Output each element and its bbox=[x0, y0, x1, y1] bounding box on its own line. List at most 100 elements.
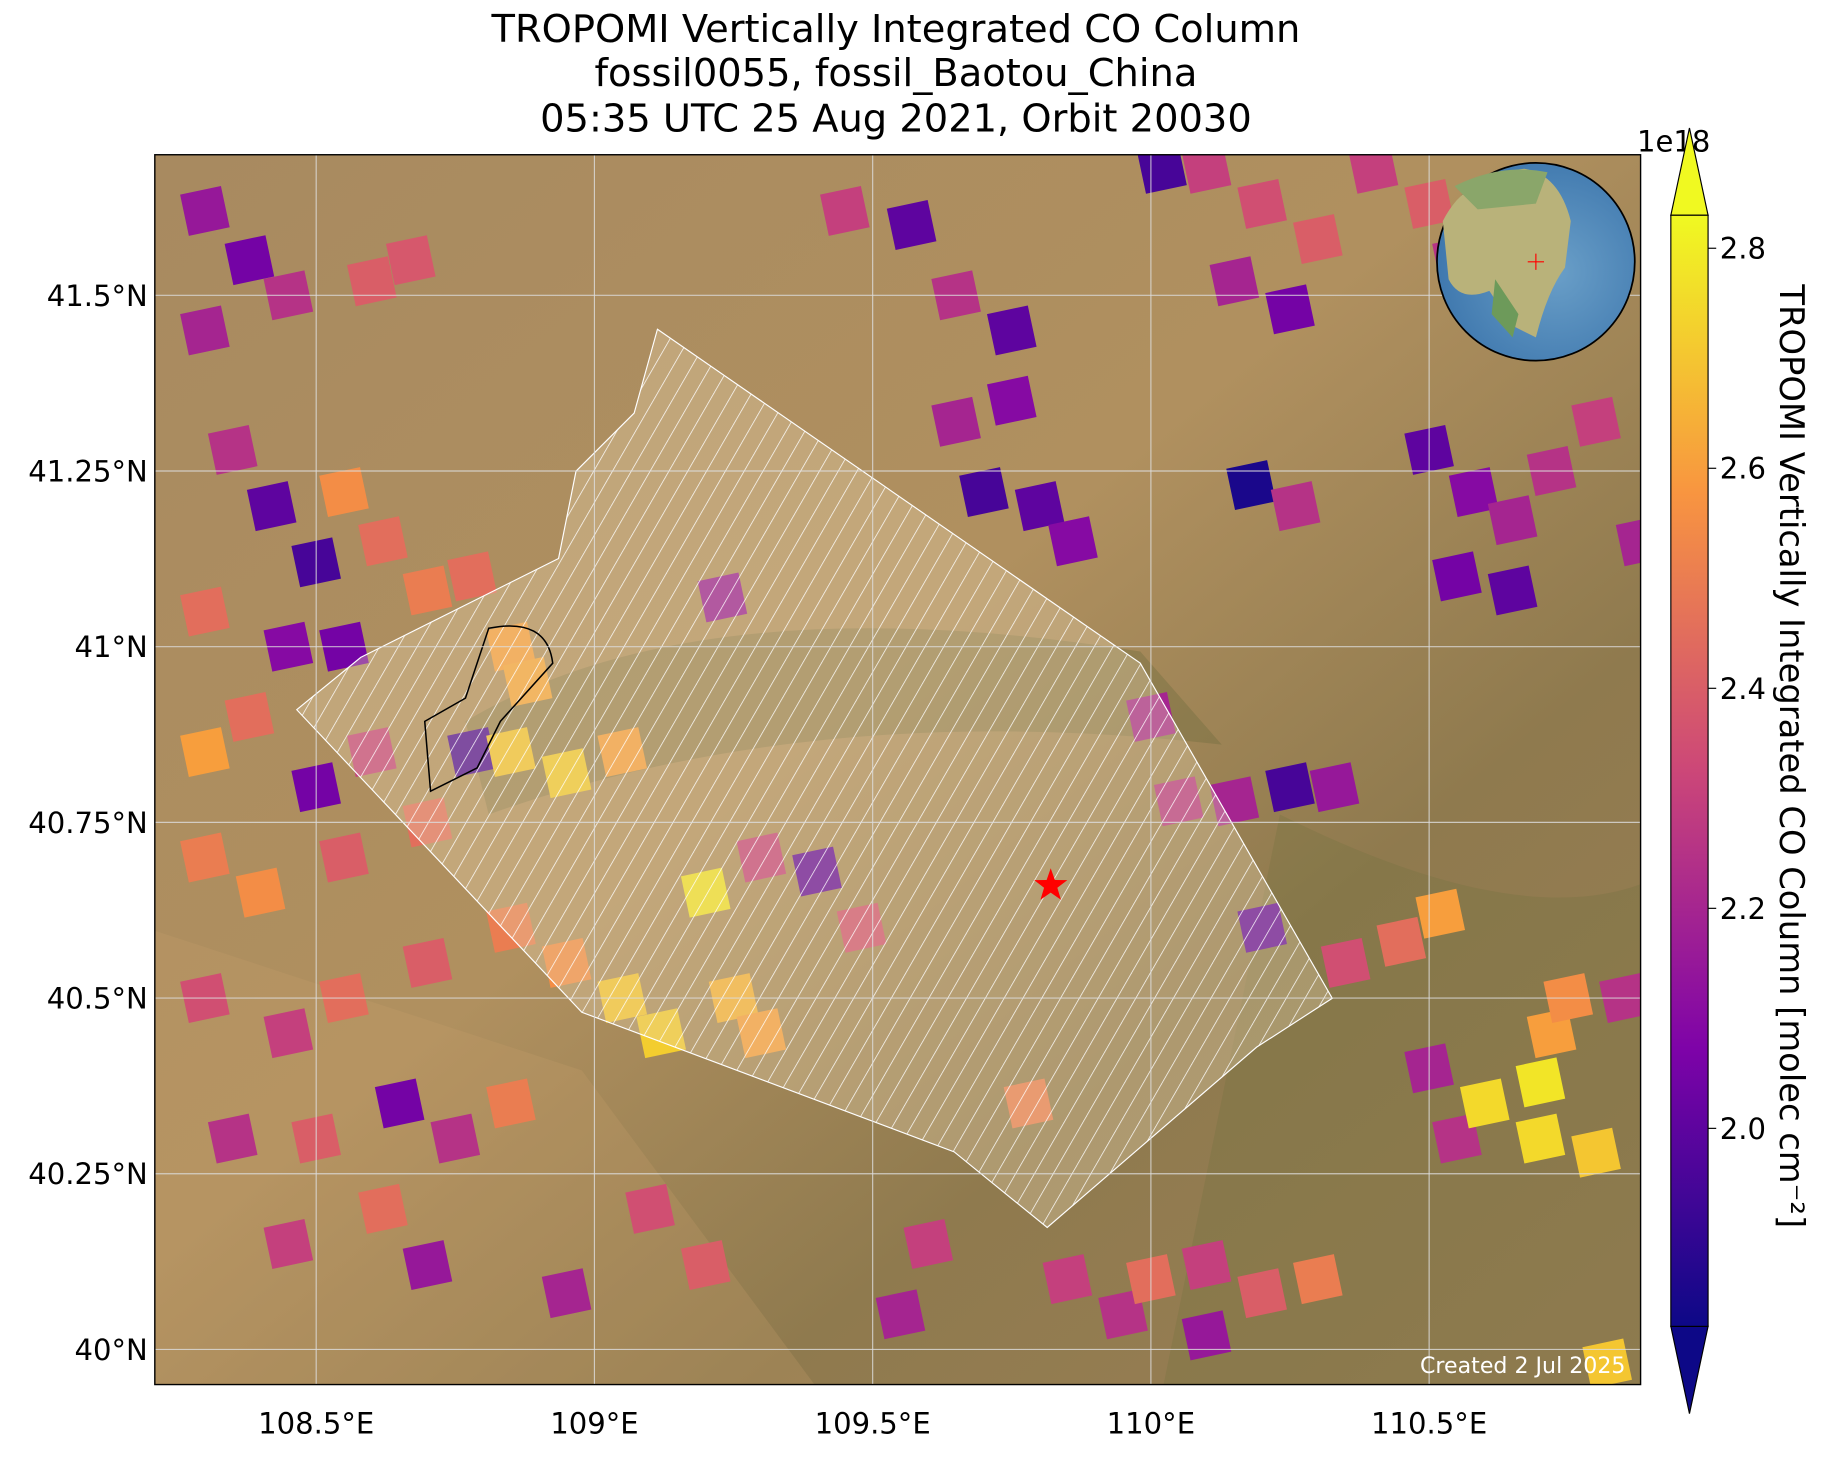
x-tick-label: 109.5°E bbox=[815, 1406, 931, 1440]
co-pixel bbox=[180, 832, 230, 883]
co-pixel bbox=[1309, 762, 1360, 813]
colorbar-tick-label: 2.8 bbox=[1720, 232, 1766, 266]
colorbar-tick-label: 2.0 bbox=[1720, 1112, 1766, 1146]
colorbar-extend bbox=[1670, 1325, 1709, 1414]
co-pixel bbox=[1348, 154, 1399, 194]
co-pixel bbox=[1459, 1078, 1510, 1129]
land bbox=[1442, 168, 1571, 338]
globe-marker bbox=[1527, 253, 1545, 270]
land bbox=[1454, 169, 1548, 210]
terrain bbox=[154, 930, 815, 1385]
co-pixel bbox=[1048, 516, 1098, 567]
co-pixel bbox=[1265, 762, 1315, 813]
title-line: TROPOMI Vertically Integrated CO Column bbox=[491, 7, 1301, 52]
co-pixel bbox=[402, 937, 453, 988]
co-pixel bbox=[1582, 1338, 1632, 1385]
co-pixel bbox=[680, 1240, 731, 1291]
co-pixel bbox=[1487, 565, 1538, 616]
co-pixel bbox=[347, 256, 397, 307]
co-pixel bbox=[1293, 214, 1343, 265]
title: TROPOMI Vertically Integrated CO Column … bbox=[491, 7, 1301, 142]
x-tick-label: 110°E bbox=[1107, 1406, 1195, 1440]
co-pixel bbox=[1237, 1268, 1287, 1319]
x-tick-label: 108.5°E bbox=[258, 1406, 374, 1440]
colorbar-tick-label: 2.2 bbox=[1720, 892, 1766, 926]
colorbar: 1e18 TROPOMI Vertically Integrated CO Co… bbox=[1637, 124, 1811, 1414]
co-pixel bbox=[1515, 1113, 1566, 1164]
y-tick-label: 41.5°N bbox=[47, 279, 148, 313]
co-pixel bbox=[1487, 495, 1538, 546]
co-pixel bbox=[430, 1113, 481, 1164]
co-pixel bbox=[1320, 937, 1371, 988]
co-pixel bbox=[235, 867, 286, 918]
co-pixel bbox=[1515, 1057, 1566, 1108]
co-pixel bbox=[1571, 1127, 1621, 1178]
co-pixel bbox=[1226, 460, 1276, 510]
co-pixel bbox=[486, 1078, 536, 1129]
co-pixel bbox=[180, 186, 230, 236]
co-pixel bbox=[1293, 1254, 1343, 1305]
co-pixel bbox=[447, 551, 497, 602]
y-tick-label: 40.25°N bbox=[28, 1157, 148, 1191]
co-pixel bbox=[886, 200, 937, 250]
title-line: 05:35 UTC 25 Aug 2021, Orbit 20030 bbox=[540, 96, 1252, 141]
site-marker bbox=[1034, 868, 1068, 900]
co-pixel bbox=[1181, 1240, 1232, 1291]
colorbar-label: TROPOMI Vertically Integrated CO Column … bbox=[1772, 283, 1811, 1228]
co-pixel bbox=[180, 305, 230, 356]
co-pixel bbox=[374, 1078, 425, 1129]
co-pixel bbox=[180, 586, 230, 637]
credits: Created 2 Jul 2025 Source: NASA/JPL-Calt… bbox=[1343, 1353, 1625, 1385]
co-pixel bbox=[1137, 154, 1187, 194]
co-pixel bbox=[931, 396, 981, 447]
credit: Created 2 Jul 2025 bbox=[1420, 1353, 1625, 1379]
co-pixel bbox=[1209, 256, 1260, 307]
y-tick-label: 40°N bbox=[75, 1333, 148, 1367]
co-pixel bbox=[1432, 551, 1482, 602]
co-pixel bbox=[263, 1219, 314, 1269]
land bbox=[1491, 279, 1519, 338]
globe-inset bbox=[1436, 162, 1636, 362]
y-tick-label: 41°N bbox=[75, 630, 148, 664]
co-pixel bbox=[385, 235, 436, 286]
co-pixel bbox=[1571, 396, 1621, 447]
co-pixel bbox=[903, 1219, 954, 1269]
co-pixel bbox=[224, 235, 275, 286]
co-pixel bbox=[1415, 888, 1466, 939]
co-pixel bbox=[1270, 481, 1321, 532]
co-pixel bbox=[1042, 1254, 1093, 1305]
co-pixel bbox=[1237, 178, 1287, 229]
colorbar-tick-label: 2.4 bbox=[1720, 672, 1766, 706]
co-pixel bbox=[207, 1113, 258, 1164]
co-pixel bbox=[319, 467, 369, 518]
co-pixel bbox=[875, 1289, 926, 1340]
co-pixel bbox=[986, 375, 1037, 426]
co-pixel bbox=[402, 1240, 453, 1291]
co-pixel bbox=[1265, 284, 1315, 335]
co-pixel bbox=[402, 565, 453, 616]
y-tick-label: 41.25°N bbox=[28, 454, 148, 488]
colorbar-tick-label: 2.6 bbox=[1720, 452, 1766, 486]
co-pixel bbox=[1014, 481, 1065, 532]
x-tick-label: 110.5°E bbox=[1371, 1406, 1487, 1440]
co-pixel bbox=[959, 467, 1009, 518]
co-pixel bbox=[246, 481, 297, 532]
co-pixel bbox=[1526, 1008, 1577, 1059]
co-pixel bbox=[207, 424, 258, 475]
colorbar-ramp bbox=[1670, 214, 1709, 1327]
co-pixel bbox=[358, 516, 408, 567]
title-line: fossil0055, fossil_Baotou_China bbox=[595, 51, 1198, 96]
colorbar-multiplier: 1e18 bbox=[1637, 124, 1710, 158]
co-pixel bbox=[820, 186, 870, 236]
y-tick-label: 40.5°N bbox=[47, 982, 148, 1016]
co-pixel bbox=[1376, 916, 1427, 967]
co-pixel bbox=[1448, 467, 1499, 518]
co-pixel bbox=[180, 727, 230, 778]
co-pixel bbox=[224, 691, 275, 742]
co-pixel bbox=[1181, 154, 1232, 194]
co-pixel bbox=[263, 1008, 314, 1059]
map-frame bbox=[154, 154, 1642, 1386]
map-area: Created 2 Jul 2025 Source: NASA/JPL-Calt… bbox=[154, 154, 1641, 1385]
co-pixel bbox=[319, 832, 369, 883]
